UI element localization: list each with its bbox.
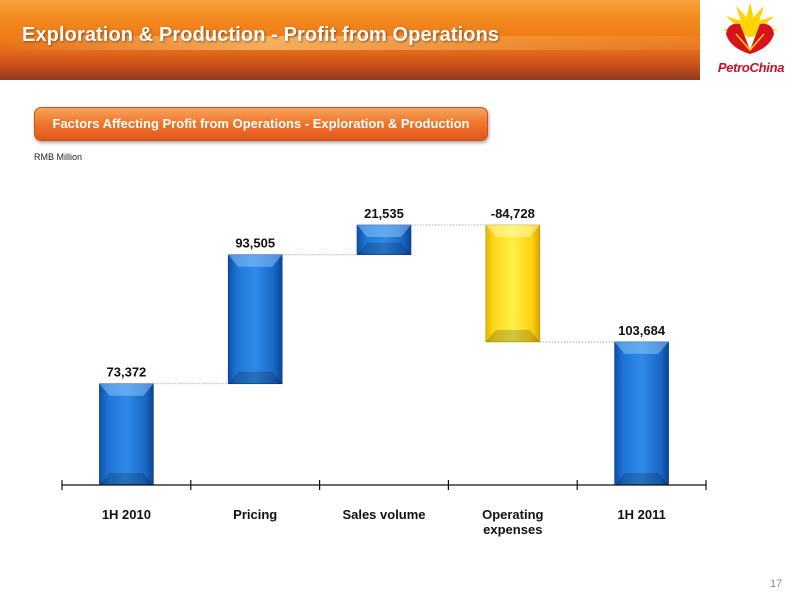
bar-body [356, 224, 412, 256]
petrochina-sun-icon [722, 2, 778, 54]
subtitle-box: Factors Affecting Profit from Operations… [34, 107, 488, 141]
category-label: Pricing [233, 507, 277, 522]
data-label: 73,372 [107, 365, 147, 380]
page-number: 17 [770, 578, 783, 590]
bar-5 [614, 341, 669, 486]
category-label: 1H 2011 [617, 507, 665, 522]
bar-bevel-top [357, 225, 411, 237]
bar-body [99, 383, 154, 486]
bar-bevel-bottom [485, 329, 540, 342]
data-label: 21,535 [364, 206, 404, 221]
category-label: Sales volume [342, 507, 425, 522]
bar-bevel-bottom [99, 473, 154, 485]
category-label: 1H 2010 [102, 507, 151, 522]
bar-bevel-bottom [357, 242, 411, 255]
data-label: 93,505 [235, 236, 275, 251]
logo-text: PetroChina [717, 60, 785, 75]
bar-body [227, 254, 283, 385]
bar-bevel-top [485, 225, 540, 237]
subtitle-text: Factors Affecting Profit from Operations… [52, 116, 470, 131]
data-label: -84,728 [491, 206, 535, 221]
bar-1 [99, 383, 154, 486]
bar-bevel-bottom [614, 473, 669, 485]
data-label: 103,684 [618, 323, 666, 338]
bar-body [485, 224, 541, 343]
header-banner [0, 0, 800, 80]
logo [700, 0, 800, 80]
bar-bevel-bottom [228, 371, 283, 384]
bar-3 [356, 224, 412, 256]
page-title: Exploration & Production - Profit from O… [22, 24, 500, 46]
bar-bevel-top [99, 383, 154, 396]
bar-bevel-top [614, 341, 669, 354]
category-label: Operating expenses [482, 507, 543, 537]
unit-label: RMB Million [34, 152, 83, 162]
bar-2 [227, 254, 283, 385]
bar-bevel-top [228, 254, 283, 267]
bar-4 [485, 224, 541, 343]
bar-body [614, 341, 669, 486]
